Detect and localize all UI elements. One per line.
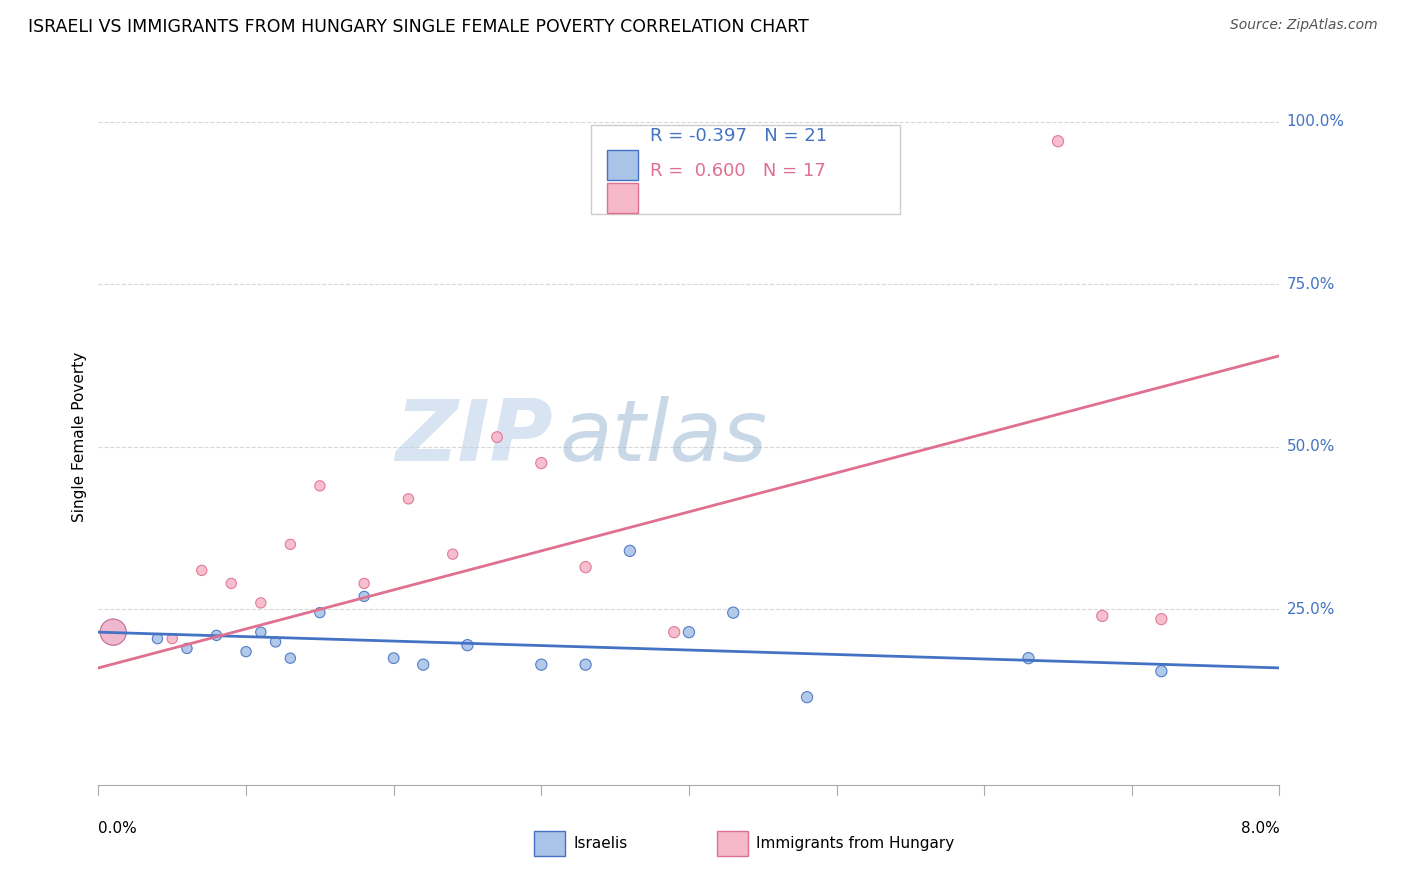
Point [235,645,257,659]
Point [530,456,553,470]
Point [1150,664,1173,678]
Point [1017,651,1039,665]
Point [205,628,228,642]
Point [250,625,273,640]
Point [353,576,375,591]
Point [619,544,641,558]
Point [382,651,405,665]
Point [396,491,419,506]
Point [278,651,301,665]
Point [664,625,686,640]
Point [1046,134,1069,148]
Point [678,625,700,640]
Point [574,657,596,672]
Text: ISRAELI VS IMMIGRANTS FROM HUNGARY SINGLE FEMALE POVERTY CORRELATION CHART: ISRAELI VS IMMIGRANTS FROM HUNGARY SINGL… [28,18,808,36]
Point [264,635,287,649]
Point [1150,612,1173,626]
Point [176,641,198,656]
Text: atlas: atlas [560,395,768,479]
Text: R =  0.600   N = 17: R = 0.600 N = 17 [650,162,825,180]
Text: ZIP: ZIP [395,395,553,479]
Point [485,430,508,444]
Point [103,625,124,640]
Text: 25.0%: 25.0% [1286,602,1334,617]
Point [103,625,124,640]
Point [1091,608,1114,623]
Point [412,657,434,672]
Text: Israelis: Israelis [574,837,628,851]
Y-axis label: Single Female Poverty: Single Female Poverty [72,352,87,522]
Point [250,596,273,610]
Point [456,638,478,652]
Text: Immigrants from Hungary: Immigrants from Hungary [756,837,955,851]
Point [146,632,169,646]
Point [162,632,183,646]
Point [353,590,375,604]
Point [796,690,818,705]
Text: Source: ZipAtlas.com: Source: ZipAtlas.com [1230,18,1378,32]
Text: 75.0%: 75.0% [1286,277,1334,292]
Point [308,479,332,493]
Text: 0.0%: 0.0% [98,821,138,836]
Point [278,537,301,551]
Point [721,606,744,620]
Text: R = -0.397   N = 21: R = -0.397 N = 21 [650,128,827,145]
Text: 8.0%: 8.0% [1240,821,1279,836]
Point [191,563,214,577]
Point [308,606,332,620]
Point [574,560,596,574]
Text: 100.0%: 100.0% [1286,114,1344,129]
Text: 50.0%: 50.0% [1286,440,1334,454]
Point [441,547,464,561]
Point [219,576,242,591]
Point [530,657,553,672]
